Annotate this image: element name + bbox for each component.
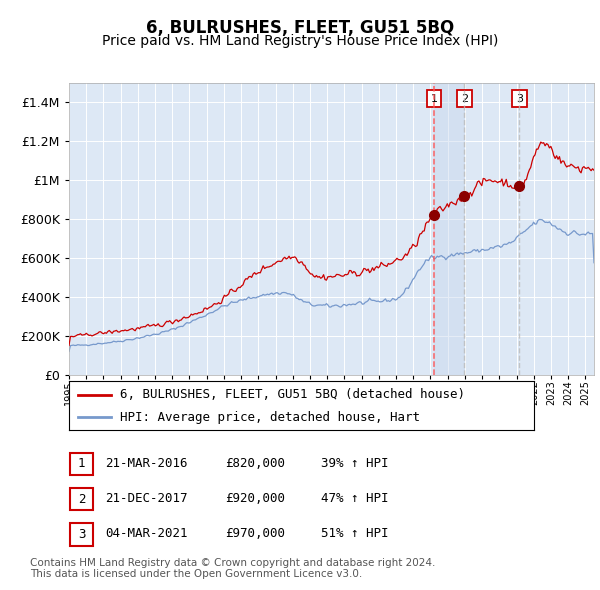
FancyBboxPatch shape: [70, 523, 93, 546]
Text: 2: 2: [78, 493, 85, 506]
Text: 1: 1: [78, 457, 85, 470]
Text: HPI: Average price, detached house, Hart: HPI: Average price, detached house, Hart: [120, 411, 420, 424]
Text: 39% ↑ HPI: 39% ↑ HPI: [321, 457, 389, 470]
Text: £970,000: £970,000: [225, 527, 285, 540]
Text: 6, BULRUSHES, FLEET, GU51 5BQ (detached house): 6, BULRUSHES, FLEET, GU51 5BQ (detached …: [120, 388, 465, 401]
Text: 21-MAR-2016: 21-MAR-2016: [105, 457, 187, 470]
Text: 04-MAR-2021: 04-MAR-2021: [105, 527, 187, 540]
Text: 21-DEC-2017: 21-DEC-2017: [105, 492, 187, 505]
Text: This data is licensed under the Open Government Licence v3.0.: This data is licensed under the Open Gov…: [30, 569, 362, 579]
Text: 3: 3: [516, 94, 523, 104]
Text: Price paid vs. HM Land Registry's House Price Index (HPI): Price paid vs. HM Land Registry's House …: [102, 34, 498, 48]
Bar: [434, 83, 464, 375]
Text: 3: 3: [78, 528, 85, 541]
Text: 1: 1: [431, 94, 438, 104]
Text: 51% ↑ HPI: 51% ↑ HPI: [321, 527, 389, 540]
Text: 47% ↑ HPI: 47% ↑ HPI: [321, 492, 389, 505]
FancyBboxPatch shape: [70, 488, 93, 510]
Text: Contains HM Land Registry data © Crown copyright and database right 2024.: Contains HM Land Registry data © Crown c…: [30, 558, 436, 568]
Text: £820,000: £820,000: [225, 457, 285, 470]
FancyBboxPatch shape: [70, 453, 93, 475]
Text: 2: 2: [461, 94, 468, 104]
Text: 6, BULRUSHES, FLEET, GU51 5BQ: 6, BULRUSHES, FLEET, GU51 5BQ: [146, 19, 454, 37]
Text: £920,000: £920,000: [225, 492, 285, 505]
